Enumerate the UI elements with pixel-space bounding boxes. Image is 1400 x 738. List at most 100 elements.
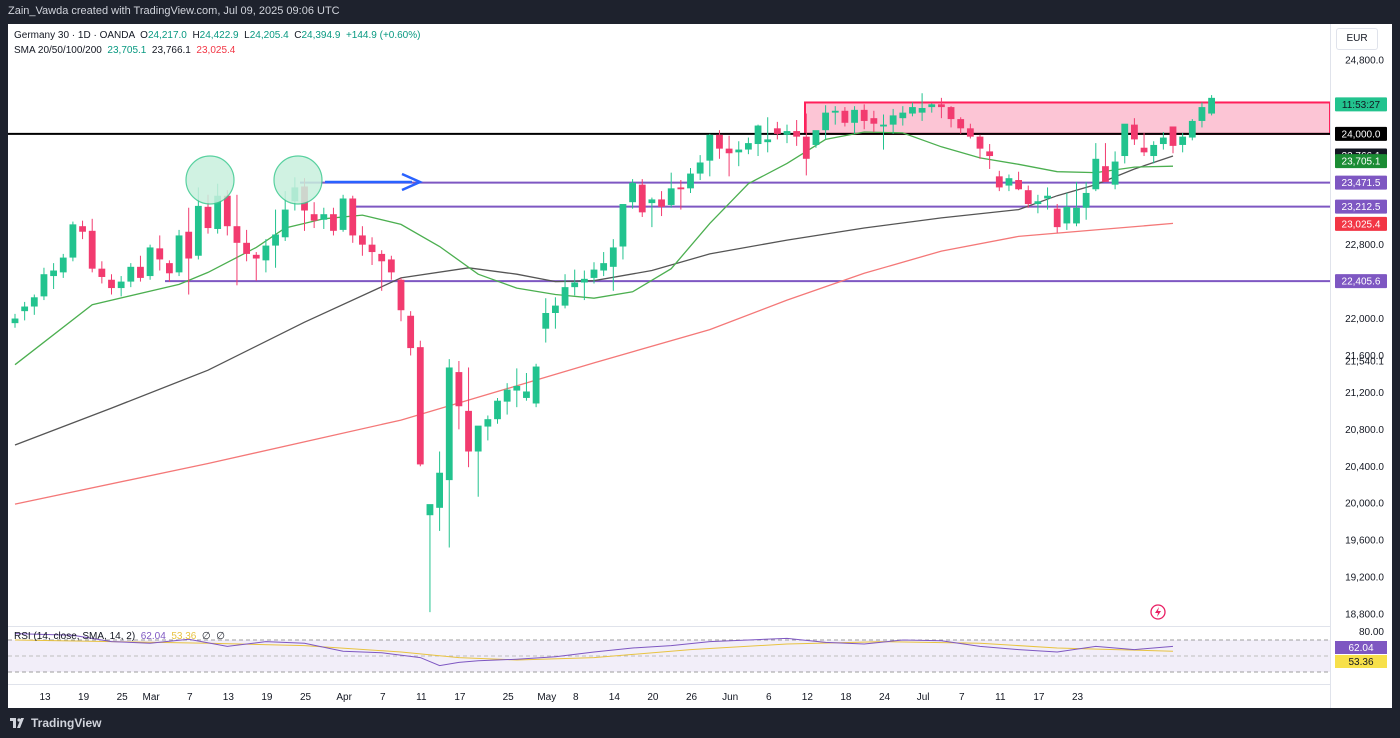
price-axis-divider bbox=[1330, 24, 1331, 708]
candle-body bbox=[658, 199, 665, 207]
candle-body bbox=[349, 198, 357, 236]
rsi-axis-80: 80.00 bbox=[1359, 627, 1384, 638]
candle-body bbox=[455, 372, 463, 407]
candle-body bbox=[1073, 207, 1080, 224]
candle-body bbox=[98, 268, 106, 277]
time-tick-label: 8 bbox=[573, 692, 579, 703]
candle-body bbox=[851, 109, 858, 123]
time-tick-label: 17 bbox=[1033, 692, 1045, 703]
time-tick-label: 25 bbox=[300, 692, 312, 703]
candle-body bbox=[889, 115, 897, 125]
candle-body bbox=[445, 367, 453, 481]
time-tick-label: 19 bbox=[261, 692, 273, 703]
time-tick-label: 17 bbox=[454, 692, 466, 703]
trend-arrow-head bbox=[401, 172, 424, 192]
tradingview-logo[interactable]: TradingView bbox=[10, 715, 101, 730]
level-label: 24,000.0 bbox=[1342, 129, 1381, 140]
ohlc-legend: Germany 30 · 1D · OANDA O24,217.0 H24,42… bbox=[14, 30, 421, 41]
open-value: 24,217.0 bbox=[147, 30, 187, 41]
rsi-lower-band-value: ∅ bbox=[216, 631, 225, 642]
chart-canvas[interactable]: 24,800.0 22,800.0 22,000.0 21,600.021,540.1… bbox=[8, 24, 1392, 708]
candle-body bbox=[11, 318, 19, 324]
candle-body bbox=[783, 131, 791, 135]
candle-body bbox=[773, 128, 781, 134]
price-tick-label: 18,800.0 bbox=[1345, 610, 1384, 621]
candle-body bbox=[687, 173, 694, 189]
candle-body bbox=[243, 242, 250, 254]
low-value: 24,205.4 bbox=[249, 30, 289, 41]
time-tick-label: 24 bbox=[879, 692, 891, 703]
candle-body bbox=[175, 235, 183, 273]
candle-body bbox=[252, 254, 260, 259]
candle-body bbox=[966, 128, 974, 137]
candle-body bbox=[677, 187, 685, 190]
candle-body bbox=[552, 305, 559, 313]
top-bar bbox=[0, 0, 1400, 24]
price-label-last: 11:53:27 bbox=[1342, 100, 1381, 111]
candle-body bbox=[716, 134, 723, 149]
candle-body bbox=[1150, 144, 1158, 157]
frame-left bbox=[0, 24, 8, 708]
candle-body bbox=[822, 112, 829, 131]
candle-body bbox=[484, 419, 492, 427]
candle-body bbox=[532, 366, 540, 404]
candle-body bbox=[648, 199, 656, 204]
sma-legend: SMA 20/50/100/200 23,705.1 23,766.1 23,0… bbox=[14, 45, 235, 56]
sma100-value: 23,025.4 bbox=[196, 45, 236, 56]
candle-body bbox=[938, 104, 945, 108]
candle-body bbox=[339, 198, 347, 230]
rsi-ma-legend-value: 53.36 bbox=[171, 631, 197, 642]
candle-body bbox=[1208, 97, 1215, 114]
time-tick-label: May bbox=[537, 692, 556, 703]
candle-body bbox=[928, 104, 936, 108]
sma20-value: 23,705.1 bbox=[107, 45, 147, 56]
candle-body bbox=[474, 425, 482, 452]
price-tick-label: 21,540.1 bbox=[1345, 356, 1384, 367]
candle-body bbox=[1015, 180, 1022, 190]
candle-body bbox=[1111, 161, 1119, 185]
candle-body bbox=[745, 143, 752, 150]
time-tick-label: 11 bbox=[416, 692, 427, 703]
pane-divider bbox=[8, 626, 1330, 627]
candle-body bbox=[600, 263, 608, 271]
symbol-label: Germany 30 · 1D · OANDA bbox=[14, 30, 135, 41]
price-tick-label: 20,000.0 bbox=[1345, 499, 1384, 510]
rsi-upper-band-value: ∅ bbox=[201, 631, 211, 642]
candle-body bbox=[1188, 120, 1196, 138]
candle-body bbox=[590, 269, 598, 278]
time-tick-label: 20 bbox=[647, 692, 659, 703]
candle-body bbox=[108, 279, 115, 289]
level-label: 23,471.5 bbox=[1342, 178, 1381, 189]
candle-body bbox=[69, 224, 77, 258]
time-tick-label: Apr bbox=[336, 692, 352, 703]
price-tick-label: 22,800.0 bbox=[1345, 240, 1384, 251]
candle-body bbox=[706, 134, 714, 161]
highlight-circle-2 bbox=[273, 155, 323, 205]
candle-body bbox=[899, 112, 907, 119]
level-label: 22,405.6 bbox=[1342, 277, 1381, 288]
change-value: +144.9 (+0.60%) bbox=[345, 30, 421, 41]
candle-body bbox=[262, 245, 270, 261]
candle-body bbox=[1053, 208, 1061, 228]
level-label-bg bbox=[1335, 274, 1387, 289]
time-tick-label: 14 bbox=[609, 692, 621, 703]
candle-body bbox=[696, 162, 704, 174]
rsi-line bbox=[14, 633, 1174, 667]
price-label-sma100: 23,025.4 bbox=[1342, 219, 1381, 230]
credit-text: Zain_Vawda created with TradingView.com,… bbox=[8, 5, 340, 17]
time-axis-divider bbox=[8, 684, 1330, 685]
price-label-sma100-bg bbox=[1335, 216, 1387, 231]
candle-body bbox=[1005, 178, 1013, 186]
candle-body bbox=[870, 118, 878, 124]
candle-body bbox=[166, 263, 173, 274]
candle-body bbox=[59, 257, 67, 273]
candle-body bbox=[494, 400, 501, 420]
candle-body bbox=[40, 274, 48, 297]
time-tick-label: 6 bbox=[766, 692, 772, 703]
price-label-last-bg bbox=[1335, 97, 1387, 112]
candle-body bbox=[793, 131, 801, 137]
currency-button[interactable]: EUR bbox=[1336, 28, 1378, 50]
candle-body bbox=[1140, 147, 1148, 153]
lightning-bolt bbox=[1155, 607, 1161, 617]
candle-body bbox=[976, 136, 984, 149]
